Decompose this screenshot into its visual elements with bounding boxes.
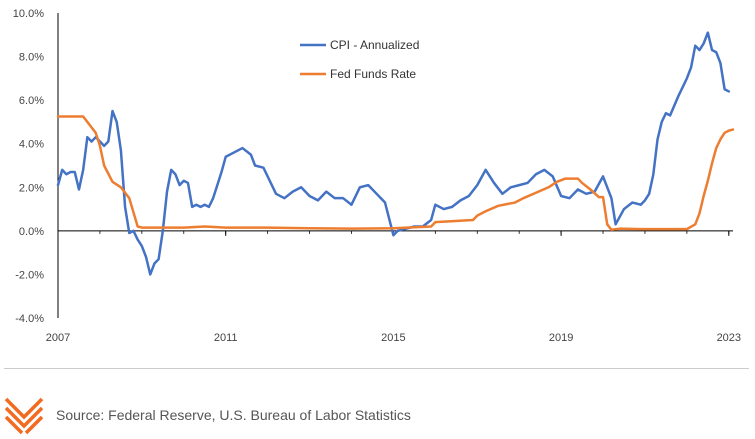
footer: Source: Federal Reserve, U.S. Bureau of … (4, 392, 411, 438)
x-tick-label: 2011 (214, 332, 238, 344)
legend-label-1: Fed Funds Rate (330, 67, 416, 81)
y-tick-label: 2.0% (19, 182, 44, 194)
y-tick-label: 10.0% (13, 8, 44, 20)
y-tick-label: 6.0% (19, 95, 44, 107)
series-line-0 (56, 31, 731, 276)
legend: CPI - Annualized Fed Funds Rate (300, 38, 419, 81)
y-tick-label: -4.0% (15, 313, 44, 325)
chart: -4.0% -2.0% 0.0% 2.0% 4.0% 6.0% 8.0% 10.0% 2007 2… (13, 8, 741, 344)
y-tick-label: 4.0% (19, 139, 44, 151)
y-tick-label: -2.0% (15, 269, 44, 281)
x-tick-label: 2007 (46, 332, 70, 344)
axes (57, 13, 733, 318)
x-tick-label: 2023 (717, 332, 741, 344)
tick-labels: -4.0% -2.0% 0.0% 2.0% 4.0% 6.0% 8.0% 10.0% 2007 2… (13, 8, 741, 344)
series-layer (56, 31, 735, 276)
series-line-1 (56, 115, 735, 232)
legend-label-0: CPI - Annualized (330, 38, 419, 52)
x-tick-label: 2019 (549, 332, 573, 344)
chevron-logo-icon (4, 397, 44, 435)
y-tick-label: 0.0% (19, 226, 44, 238)
y-tick-label: 8.0% (19, 52, 44, 64)
x-tick-label: 2015 (381, 332, 405, 344)
source-text: Source: Federal Reserve, U.S. Bureau of … (56, 407, 411, 423)
footer-divider (4, 368, 749, 369)
